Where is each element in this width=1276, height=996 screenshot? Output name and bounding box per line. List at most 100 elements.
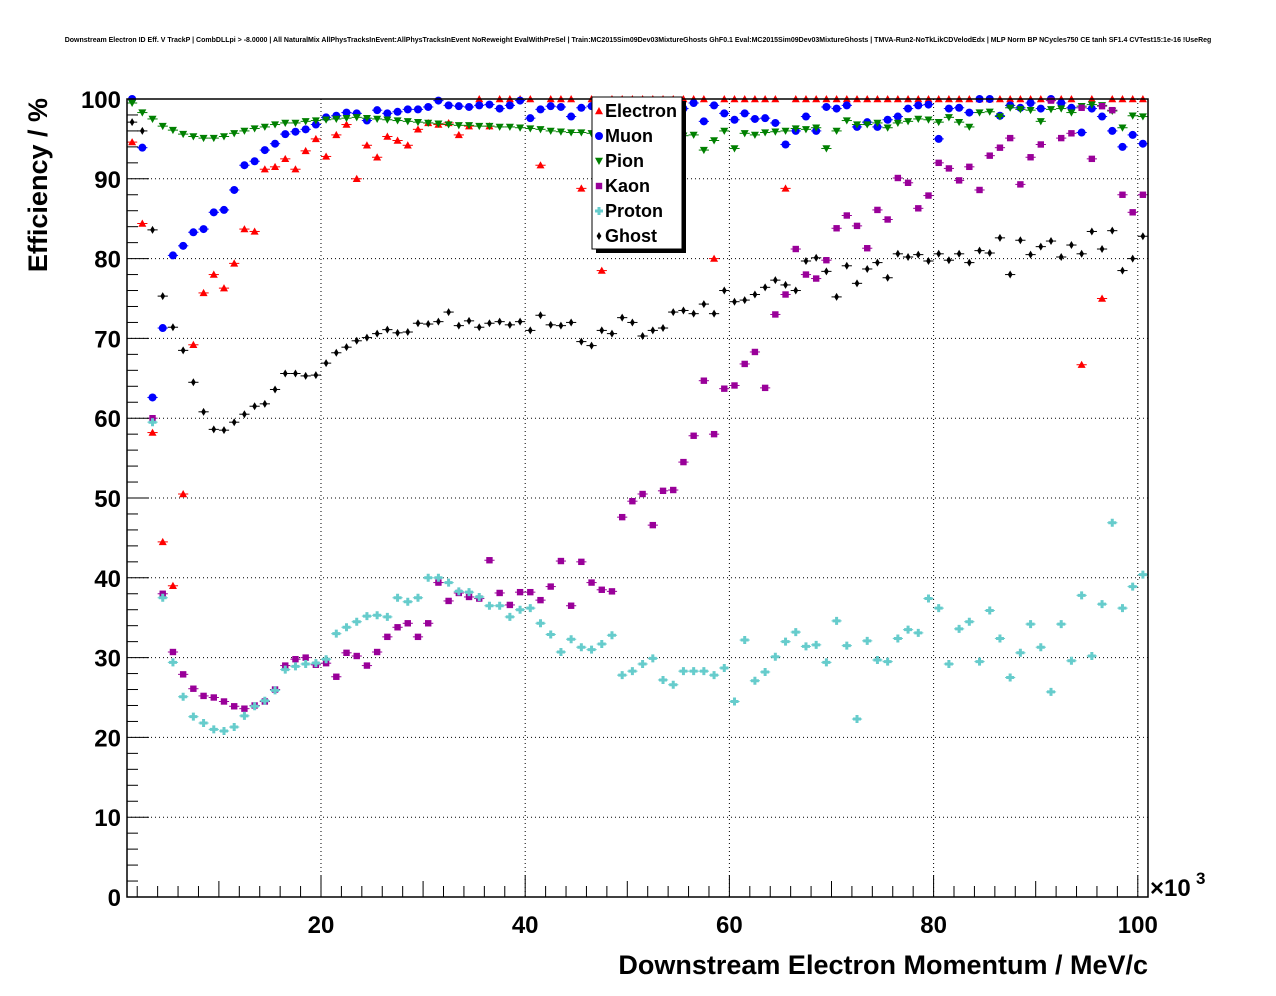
data-point: [313, 371, 319, 380]
data-point: [955, 624, 964, 633]
data-point: [405, 328, 411, 337]
data-point: [301, 125, 310, 134]
data-point: [364, 333, 370, 342]
data-point: [639, 490, 646, 498]
data-point: [434, 573, 443, 582]
data-point: [883, 657, 892, 666]
data-point: [465, 593, 473, 601]
data-point: [1007, 270, 1013, 279]
data-point: [516, 588, 524, 596]
x-tick-label: 100: [1118, 912, 1158, 939]
data-point: [506, 601, 514, 609]
data-point: [454, 122, 463, 130]
data-point: [199, 225, 208, 234]
data-point: [139, 126, 145, 135]
data-point: [1118, 124, 1127, 132]
data-point: [485, 100, 494, 109]
series-muon: [127, 95, 1148, 402]
data-point: [1067, 656, 1076, 665]
data-point: [526, 114, 535, 123]
data-point: [1016, 106, 1025, 114]
data-point: [179, 241, 188, 250]
data-point: [854, 279, 860, 288]
data-point: [699, 117, 708, 126]
data-point: [721, 286, 727, 295]
data-point: [1077, 591, 1086, 600]
data-point: [271, 121, 280, 129]
data-point: [231, 703, 238, 710]
data-point: [1108, 518, 1117, 527]
data-point: [323, 359, 329, 368]
data-point: [240, 161, 249, 170]
data-point: [996, 144, 1004, 151]
data-point: [1016, 648, 1025, 657]
data-point: [199, 134, 208, 143]
data-point: [1120, 266, 1125, 275]
data-point: [517, 317, 523, 326]
data-point: [771, 118, 780, 127]
data-point: [160, 292, 166, 301]
data-point: [322, 152, 331, 160]
data-point: [240, 127, 249, 135]
data-point: [352, 174, 361, 182]
data-point: [650, 326, 656, 335]
data-point: [935, 159, 942, 167]
data-point: [291, 165, 300, 173]
data-point: [995, 113, 1004, 121]
data-point: [842, 641, 851, 650]
data-point: [374, 329, 380, 338]
data-point: [1139, 191, 1147, 198]
y-tick-label: 80: [94, 247, 121, 274]
series-proton: [147, 418, 1148, 736]
data-point: [383, 116, 392, 124]
data-point: [689, 131, 698, 139]
data-point: [311, 659, 320, 668]
data-point: [189, 340, 198, 348]
data-point: [955, 177, 963, 184]
data-point: [883, 124, 892, 132]
data-point: [618, 513, 626, 521]
data-point: [914, 101, 923, 110]
data-point: [597, 266, 606, 274]
data-point: [240, 225, 249, 233]
data-point: [231, 418, 237, 427]
data-point: [363, 662, 371, 669]
data-point: [424, 573, 433, 582]
data-point: [546, 630, 555, 639]
data-point: [395, 328, 400, 337]
legend-marker: [595, 182, 603, 190]
data-point: [311, 117, 320, 125]
data-point: [1017, 181, 1024, 188]
data-point: [362, 612, 371, 621]
data-point: [475, 101, 484, 110]
legend-label: Muon: [605, 126, 653, 146]
data-point: [1128, 582, 1137, 591]
data-point: [567, 635, 576, 644]
data-point: [272, 385, 278, 394]
data-point: [373, 611, 382, 620]
data-point: [1098, 600, 1107, 609]
data-point: [332, 115, 341, 123]
data-point: [362, 114, 371, 123]
data-point: [792, 245, 799, 253]
data-point: [281, 119, 290, 127]
data-point: [148, 115, 157, 123]
data-point: [252, 402, 258, 411]
legend-label: Pion: [605, 151, 644, 171]
data-point: [1006, 134, 1014, 142]
data-point: [301, 146, 310, 155]
data-point: [271, 162, 280, 171]
data-point: [260, 146, 269, 155]
data-point: [220, 698, 228, 705]
data-point: [413, 105, 422, 114]
legend-marker: [595, 157, 603, 165]
data-point: [822, 102, 831, 111]
data-point: [302, 654, 309, 661]
x-tick-label: 20: [308, 912, 335, 939]
data-point: [476, 323, 482, 332]
data-point: [681, 306, 686, 315]
data-point: [425, 320, 431, 329]
data-point: [1006, 673, 1015, 682]
data-point: [1140, 232, 1146, 241]
data-point: [1067, 109, 1076, 117]
